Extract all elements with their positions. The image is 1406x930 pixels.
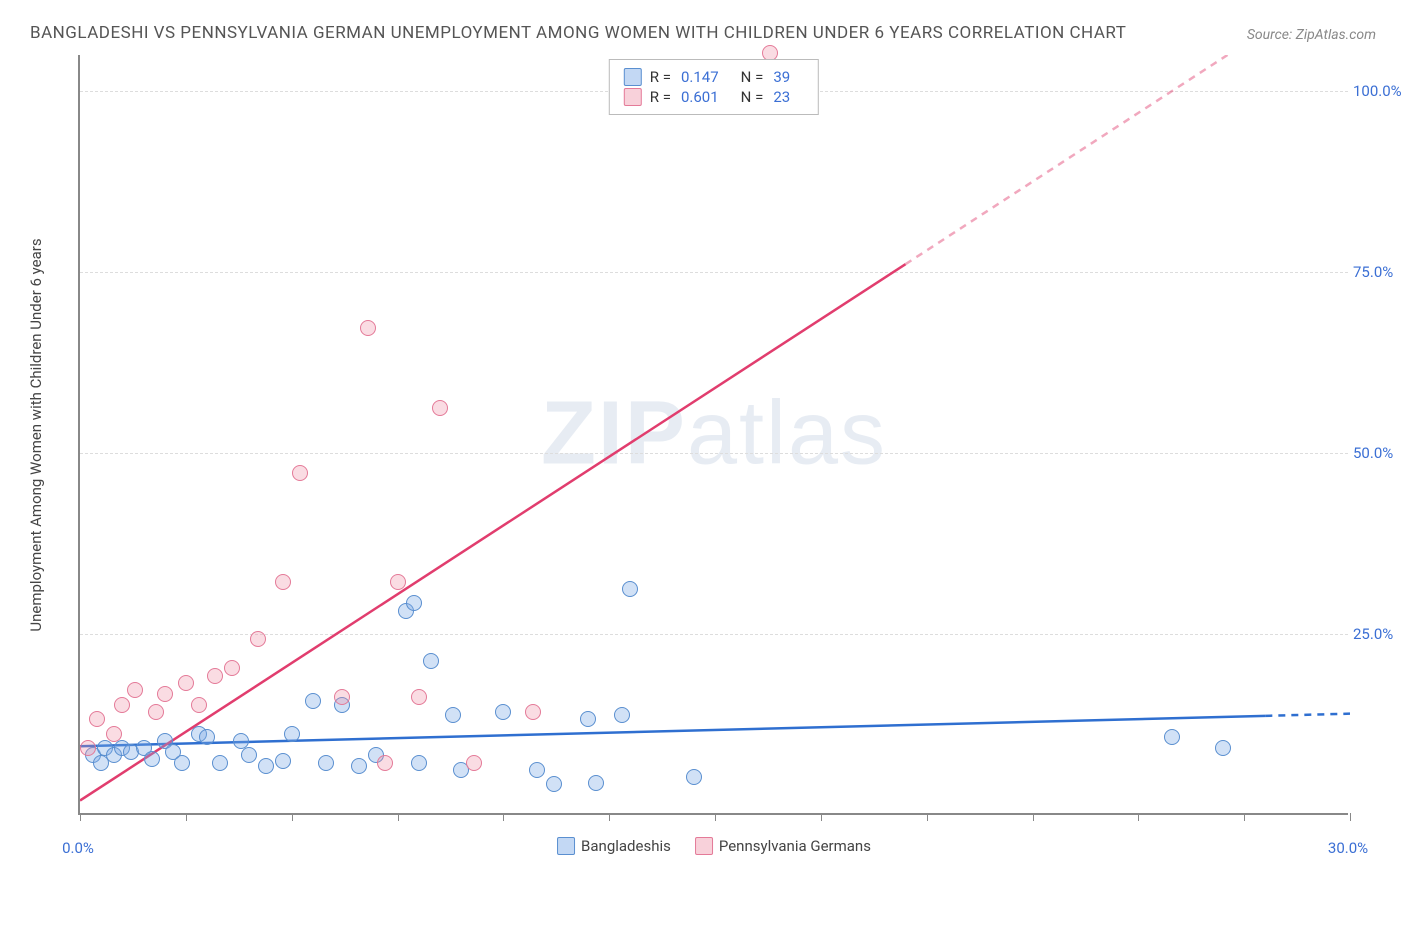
correlation-scatter-chart: Unemployment Among Women with Children U… (30, 55, 1376, 875)
data-point (144, 751, 160, 767)
data-point (305, 693, 321, 709)
stats-legend-row: R =0.147 N =39 (624, 68, 804, 86)
data-point (546, 776, 562, 792)
data-point (199, 729, 215, 745)
x-tick-label: 0.0% (62, 839, 94, 857)
data-point (588, 775, 604, 791)
data-point (686, 769, 702, 785)
data-point (178, 675, 194, 691)
x-tick (503, 813, 504, 821)
data-point (258, 758, 274, 774)
data-point (1164, 729, 1180, 745)
data-point (250, 631, 266, 647)
trend-lines (80, 55, 1350, 815)
plot-region: ZIPatlas R =0.147 N =39 R =0.601 N =23 B… (78, 55, 1348, 815)
data-point (360, 320, 376, 336)
stats-legend-row: R =0.601 N =23 (624, 88, 804, 106)
data-point (614, 707, 630, 723)
x-tick (80, 813, 81, 821)
y-tick-label: 50.0% (1353, 444, 1406, 462)
series-legend: Bangladeshis Pennsylvania Germans (557, 837, 871, 855)
chart-title: BANGLADESHI VS PENNSYLVANIA GERMAN UNEMP… (30, 20, 1126, 47)
x-tick (927, 813, 928, 821)
series-legend-item: Pennsylvania Germans (695, 837, 871, 855)
data-point (127, 682, 143, 698)
data-point (622, 581, 638, 597)
gridline (80, 453, 1348, 454)
data-point (212, 755, 228, 771)
x-tick (1033, 813, 1034, 821)
data-point (411, 689, 427, 705)
x-tick (1350, 813, 1351, 821)
x-tick (398, 813, 399, 821)
data-point (106, 726, 122, 742)
y-tick-label: 25.0% (1353, 625, 1406, 643)
data-point (157, 686, 173, 702)
data-point (80, 740, 96, 756)
data-point (432, 400, 448, 416)
data-point (148, 704, 164, 720)
stats-legend: R =0.147 N =39 R =0.601 N =23 (609, 59, 819, 115)
data-point (351, 758, 367, 774)
data-point (580, 711, 596, 727)
x-tick (609, 813, 610, 821)
y-tick-label: 100.0% (1353, 82, 1406, 100)
x-tick-label: 30.0% (1328, 839, 1368, 857)
x-tick (1138, 813, 1139, 821)
data-point (377, 755, 393, 771)
data-point (114, 697, 130, 713)
data-point (284, 726, 300, 742)
x-tick (821, 813, 822, 821)
data-point (233, 733, 249, 749)
gridline (80, 272, 1348, 273)
series-legend-item: Bangladeshis (557, 837, 671, 855)
source-attribution: Source: ZipAtlas.com (1247, 27, 1376, 47)
data-point (445, 707, 461, 723)
data-point (423, 653, 439, 669)
data-point (390, 574, 406, 590)
data-point (334, 689, 350, 705)
y-tick-label: 75.0% (1353, 263, 1406, 281)
x-tick (715, 813, 716, 821)
x-tick (1244, 813, 1245, 821)
data-point (495, 704, 511, 720)
data-point (525, 704, 541, 720)
x-tick (186, 813, 187, 821)
data-point (275, 574, 291, 590)
y-axis-label: Unemployment Among Women with Children U… (27, 239, 45, 632)
data-point (466, 755, 482, 771)
x-tick (292, 813, 293, 821)
data-point (89, 711, 105, 727)
data-point (207, 668, 223, 684)
data-point (224, 660, 240, 676)
gridline (80, 634, 1348, 635)
data-point (411, 755, 427, 771)
data-point (241, 747, 257, 763)
data-point (174, 755, 190, 771)
data-point (191, 697, 207, 713)
data-point (292, 465, 308, 481)
data-point (1215, 740, 1231, 756)
data-point (529, 762, 545, 778)
data-point (318, 755, 334, 771)
watermark: ZIPatlas (541, 383, 887, 486)
data-point (406, 595, 422, 611)
data-point (275, 753, 291, 769)
